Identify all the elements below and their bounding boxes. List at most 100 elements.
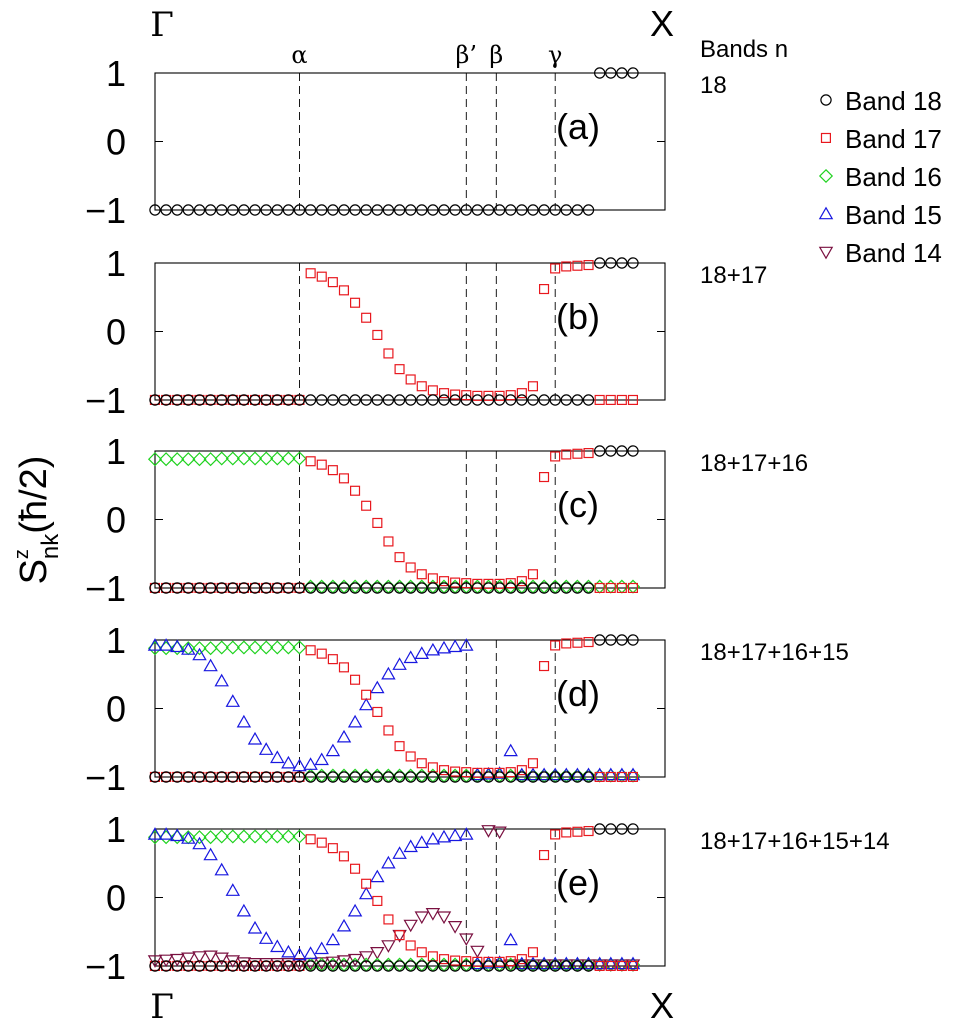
point-band-18	[582, 204, 595, 216]
point-band-17	[472, 578, 483, 589]
point-band-15	[536, 956, 552, 970]
point-band-17	[472, 390, 483, 401]
point-band-18	[393, 960, 406, 972]
point-band-17	[361, 878, 372, 889]
point-band-18	[149, 771, 161, 783]
legend-label-band-16: Band 16	[845, 162, 942, 192]
point-band-15	[503, 743, 518, 757]
point-band-18	[438, 394, 450, 406]
point-band-17	[450, 766, 461, 777]
point-band-18	[227, 582, 239, 594]
point-band-18	[460, 204, 472, 216]
point-band-18	[627, 634, 639, 646]
point-band-18	[393, 771, 406, 783]
point-band-18	[182, 960, 194, 972]
point-band-14	[570, 959, 585, 973]
point-band-17	[583, 448, 594, 459]
point-band-16	[147, 452, 163, 467]
point-band-15	[181, 831, 196, 844]
k-point-label: α	[291, 41, 307, 69]
point-band-18	[171, 204, 183, 216]
y-tick-label: 0	[106, 689, 126, 730]
point-band-18	[560, 771, 573, 783]
point-band-18	[527, 771, 539, 783]
point-band-14	[214, 952, 229, 966]
point-band-15	[503, 932, 518, 946]
point-band-17	[394, 930, 405, 941]
point-band-17	[605, 582, 616, 593]
point-band-17	[594, 394, 605, 405]
point-band-18	[427, 582, 439, 594]
point-band-15	[203, 658, 218, 672]
point-band-17	[583, 825, 594, 837]
point-band-14	[536, 959, 552, 973]
point-band-14	[559, 959, 574, 973]
point-band-15	[525, 956, 541, 970]
point-band-18	[171, 582, 183, 594]
point-band-18	[238, 771, 250, 783]
point-band-16	[192, 452, 207, 467]
point-band-18	[282, 204, 295, 216]
point-band-14	[258, 957, 274, 971]
point-band-17	[527, 381, 538, 392]
y-tick-label: −1	[85, 946, 126, 987]
point-band-17	[439, 388, 450, 399]
point-band-17	[361, 689, 372, 700]
point-band-18	[594, 445, 606, 457]
point-band-17	[350, 485, 361, 496]
point-band-17	[338, 473, 349, 484]
point-band-18	[304, 771, 317, 783]
point-band-17	[594, 771, 605, 782]
point-band-18	[416, 582, 428, 594]
point-band-18	[171, 394, 183, 406]
point-band-18	[549, 771, 561, 783]
point-band-17	[350, 297, 361, 308]
panel-bands-text: 18+17+16	[700, 450, 808, 477]
point-band-18	[493, 394, 506, 406]
point-band-18	[438, 204, 450, 216]
point-band-18	[282, 960, 295, 972]
point-band-18	[493, 960, 506, 972]
point-band-18	[627, 257, 639, 269]
point-band-15	[214, 862, 229, 876]
point-band-18	[271, 204, 283, 216]
point-band-17	[561, 827, 572, 838]
x-bottom-label: X	[650, 985, 674, 1024]
panel-label: (e)	[556, 862, 600, 903]
point-band-14	[514, 959, 530, 973]
point-band-15	[459, 638, 474, 651]
point-band-17	[316, 459, 327, 470]
point-band-18	[605, 257, 617, 269]
point-band-17	[427, 573, 438, 584]
point-band-18	[627, 67, 639, 79]
point-band-17	[494, 578, 505, 589]
point-band-14	[447, 920, 463, 934]
point-band-14	[370, 946, 385, 960]
point-band-17	[327, 654, 338, 665]
point-band-18	[304, 394, 317, 406]
point-band-18	[171, 771, 183, 783]
point-band-17	[394, 741, 405, 752]
point-band-18	[282, 771, 295, 783]
point-band-18	[349, 582, 361, 594]
point-band-15	[325, 743, 341, 757]
point-band-18	[271, 771, 283, 783]
point-band-15	[470, 956, 485, 970]
point-band-17	[350, 863, 361, 874]
point-band-18	[182, 204, 194, 216]
point-band-14	[158, 954, 174, 968]
point-band-17	[405, 562, 416, 573]
series-band-18	[149, 257, 639, 406]
point-band-18	[427, 960, 439, 972]
point-band-17	[550, 829, 561, 840]
point-band-15	[625, 767, 641, 781]
point-band-18	[204, 960, 217, 972]
legend-symbol-band-18	[820, 94, 832, 106]
point-band-18	[316, 771, 328, 783]
point-band-15	[181, 642, 196, 655]
y-tick-label: −1	[85, 380, 126, 421]
point-band-18	[505, 204, 517, 216]
legend-label-band-17: Band 17	[845, 124, 942, 154]
point-band-16	[192, 830, 207, 845]
point-band-15	[547, 956, 563, 970]
